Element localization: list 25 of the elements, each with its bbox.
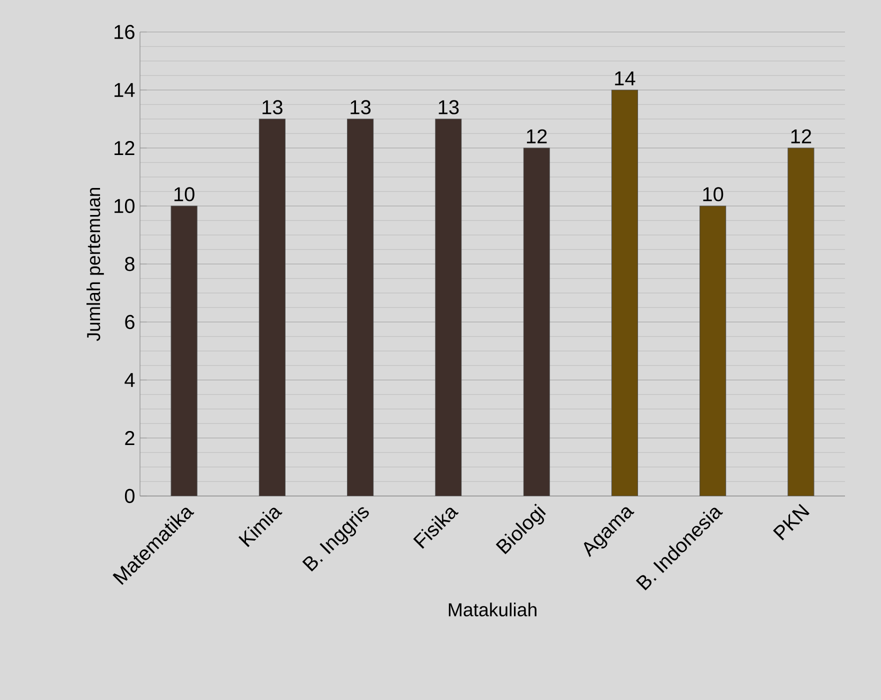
y-tick-label: 10 — [114, 198, 134, 214]
y-axis-title: Jumlah pertemuan — [86, 188, 104, 342]
y-tick-label: 12 — [114, 141, 134, 155]
y-tick-label: 16 — [114, 24, 134, 40]
y-tick-label: 4 — [124, 373, 135, 387]
data-label: 12 — [791, 129, 812, 144]
data-label: 13 — [438, 100, 459, 114]
data-label: 10 — [703, 187, 724, 202]
x-axis-title: Matakuliah — [448, 602, 536, 616]
bar — [435, 118, 462, 496]
y-tick-label: 8 — [125, 256, 134, 272]
y-tick-label: 0 — [124, 488, 134, 504]
bar — [523, 148, 550, 496]
bar — [700, 206, 726, 496]
data-label: 14 — [615, 72, 636, 86]
data-label: 13 — [262, 100, 282, 114]
data-label: 10 — [174, 187, 194, 202]
bar — [788, 148, 814, 496]
y-tick-label: 14 — [114, 83, 135, 97]
y-tick-label: 2 — [125, 431, 134, 445]
data-label: 12 — [526, 129, 547, 144]
data-label: 13 — [350, 100, 371, 114]
bar — [170, 206, 198, 496]
bar — [258, 118, 286, 496]
y-tick-label: 6 — [125, 314, 134, 330]
